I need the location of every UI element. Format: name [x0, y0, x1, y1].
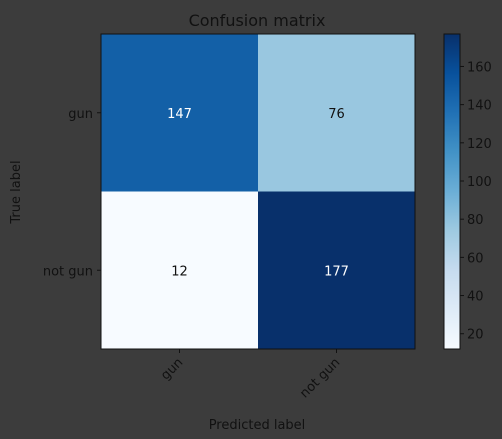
colorbar-tick-label: 20 — [467, 328, 484, 343]
cell-value-label: 147 — [167, 107, 192, 122]
cell-value-labels: 147 76 12 177 — [167, 107, 349, 280]
colorbar-tick-label: 60 — [467, 251, 484, 266]
x-tick-label: gun — [158, 355, 186, 383]
y-tick-label: gun — [68, 107, 93, 122]
plot-frame — [100, 33, 416, 350]
colorbar-tick-label: 160 — [467, 60, 492, 75]
colorbar-gradient — [443, 33, 461, 350]
x-axis-ticks: gun not gun — [158, 349, 343, 401]
colorbar-tick-label: 40 — [467, 290, 484, 305]
colorbar-tick-label: 80 — [467, 213, 484, 228]
colorbar: 20 40 60 80 100 120 140 160 — [443, 33, 492, 350]
colorbar-tick-label: 100 — [467, 175, 492, 190]
heatmap-cell — [258, 191, 415, 349]
y-axis-label: True label — [9, 160, 24, 224]
x-tick-label: not gun — [297, 355, 343, 401]
y-axis-ticks: gun not gun — [43, 107, 101, 279]
heatmap-cell — [258, 34, 415, 192]
cell-value-label: 177 — [324, 264, 349, 279]
chart-title: Confusion matrix — [189, 11, 326, 30]
y-tick-label: not gun — [43, 264, 93, 279]
colorbar-tick-label: 140 — [467, 99, 492, 114]
heatmap-cell — [101, 191, 258, 349]
cell-value-label: 12 — [171, 264, 188, 279]
colorbar-ticks: 20 40 60 80 100 120 140 160 — [460, 60, 492, 343]
heatmap-cell — [101, 34, 258, 192]
x-axis-label: Predicted label — [209, 418, 306, 433]
heatmap-cells — [101, 34, 415, 349]
cell-value-label: 76 — [328, 107, 345, 122]
colorbar-tick-label: 120 — [467, 137, 492, 152]
